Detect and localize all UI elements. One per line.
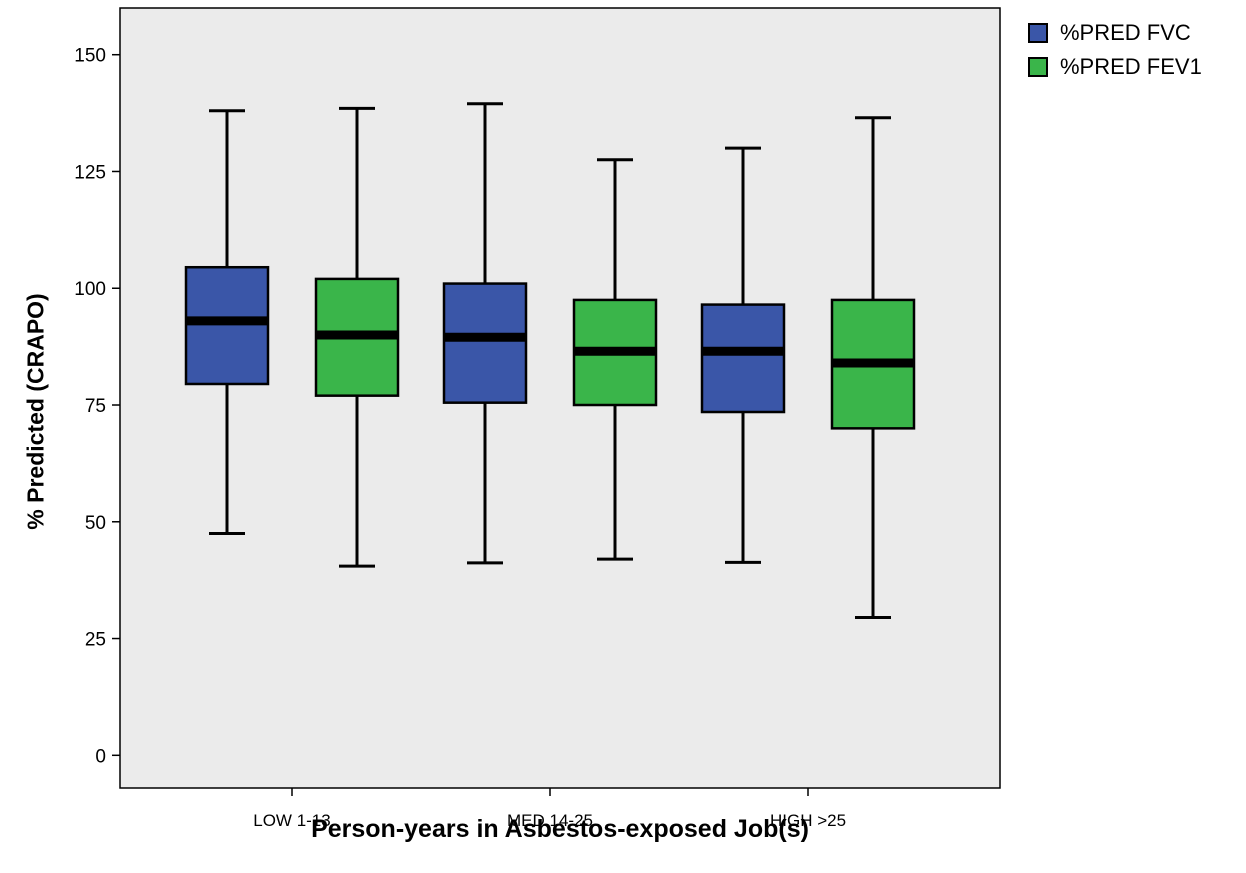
box-fvc-0 — [184, 109, 270, 535]
legend-label-fvc: %PRED FVC — [1060, 20, 1191, 45]
box-fev1-2 — [830, 116, 916, 620]
legend: %PRED FVC %PRED FEV1 — [1028, 16, 1202, 84]
legend-swatch-fev1 — [1028, 57, 1048, 77]
y-tick-label: 25 — [85, 630, 106, 651]
box-body — [184, 265, 270, 386]
x-axis-title: Person-years in Asbestos-exposed Job(s) — [311, 815, 809, 843]
x-axis: LOW 1-13 MED 14-25 HIGH >25 — [253, 788, 846, 830]
y-axis-title: % Predicted (CRAPO) — [22, 293, 49, 530]
box-body — [700, 303, 786, 414]
x-tick-label: LOW 1-13 — [253, 811, 330, 830]
legend-item-fev1: %PRED FEV1 — [1028, 50, 1202, 84]
y-axis: 0 25 50 75 100 125 150 — [74, 46, 120, 767]
y-tick-label: 100 — [74, 279, 106, 300]
box-fev1-1 — [572, 158, 658, 561]
legend-label-fev1: %PRED FEV1 — [1060, 54, 1202, 79]
box-fvc-1 — [442, 102, 528, 565]
box-fvc-2 — [700, 146, 786, 564]
box-body — [442, 282, 528, 404]
box-fev1-0 — [314, 106, 400, 568]
y-tick-label: 125 — [74, 162, 106, 183]
legend-swatch-fvc — [1028, 23, 1048, 43]
x-tick-label: HIGH >25 — [770, 811, 846, 830]
y-tick-label: 50 — [85, 513, 106, 534]
box-group — [184, 102, 916, 620]
y-tick-label: 0 — [95, 746, 106, 767]
y-tick-label: 150 — [74, 46, 106, 67]
y-tick-label: 75 — [85, 396, 106, 417]
legend-item-fvc: %PRED FVC — [1028, 16, 1202, 50]
x-tick-label: MED 14-25 — [507, 811, 593, 830]
